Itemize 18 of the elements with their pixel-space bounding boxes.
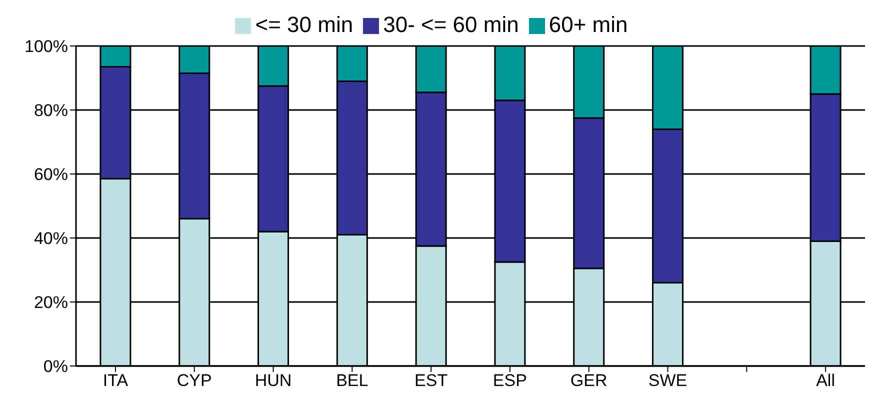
x-tick-label: BEL bbox=[336, 371, 368, 390]
x-tick-label: HUN bbox=[254, 371, 292, 390]
y-tick-label: 80% bbox=[34, 101, 68, 120]
legend-label: <= 30 min bbox=[255, 12, 354, 37]
x-tick-label: ITA bbox=[102, 371, 129, 390]
x-tick-label: SWE bbox=[648, 371, 688, 390]
x-tick-label: CYP bbox=[176, 371, 212, 390]
x-tick-label: EST bbox=[414, 371, 448, 390]
x-tick-label: GER bbox=[570, 371, 608, 390]
y-tick-label: 20% bbox=[34, 293, 68, 312]
y-tick-label: 100% bbox=[24, 37, 68, 56]
y-tick-label: 0% bbox=[43, 357, 68, 376]
legend-label: 30- <= 60 min bbox=[383, 12, 519, 37]
y-tick-label: 40% bbox=[34, 229, 68, 248]
x-tick-label: All bbox=[816, 371, 836, 390]
x-tick-label: ESP bbox=[492, 371, 527, 390]
legend-label: 60+ min bbox=[548, 12, 628, 37]
y-tick-label: 60% bbox=[34, 165, 68, 184]
